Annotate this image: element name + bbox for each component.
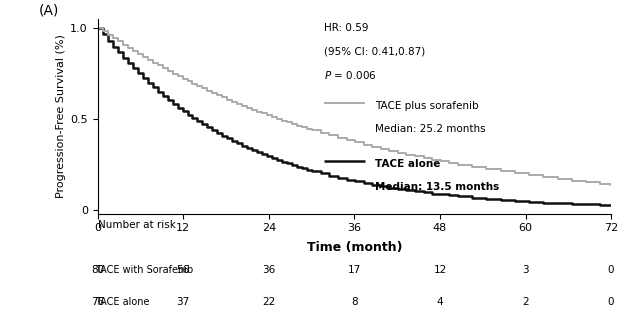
Text: 0: 0 [608,297,614,307]
Text: TACE alone: TACE alone [375,159,440,169]
Y-axis label: Progression-Free Survival (%): Progression-Free Survival (%) [56,34,66,198]
Text: 8: 8 [351,297,358,307]
Text: 76: 76 [91,297,105,307]
Text: 80: 80 [91,265,104,275]
Text: (95% CI: 0.41,0.87): (95% CI: 0.41,0.87) [324,46,425,56]
Text: Time (month): Time (month) [307,241,402,253]
Text: $P$ = 0.006: $P$ = 0.006 [324,69,376,81]
Text: TACE with Sorafenib: TACE with Sorafenib [95,265,193,275]
Text: 3: 3 [522,265,529,275]
Text: Median: 13.5 months: Median: 13.5 months [375,182,499,192]
Text: 22: 22 [262,297,275,307]
Text: 56: 56 [176,265,190,275]
Text: TACE plus sorafenib: TACE plus sorafenib [375,100,479,111]
Text: 2: 2 [522,297,529,307]
Text: 37: 37 [176,297,190,307]
Text: Median: 25.2 months: Median: 25.2 months [375,124,486,134]
Text: HR: 0.59: HR: 0.59 [324,23,368,33]
Text: 4: 4 [437,297,444,307]
Text: (A): (A) [38,3,59,17]
Text: Number at risk: Number at risk [98,220,176,230]
Text: 36: 36 [262,265,275,275]
Text: 12: 12 [433,265,447,275]
Text: 0: 0 [608,265,614,275]
Text: 17: 17 [348,265,361,275]
Text: TACE alone: TACE alone [95,297,149,307]
